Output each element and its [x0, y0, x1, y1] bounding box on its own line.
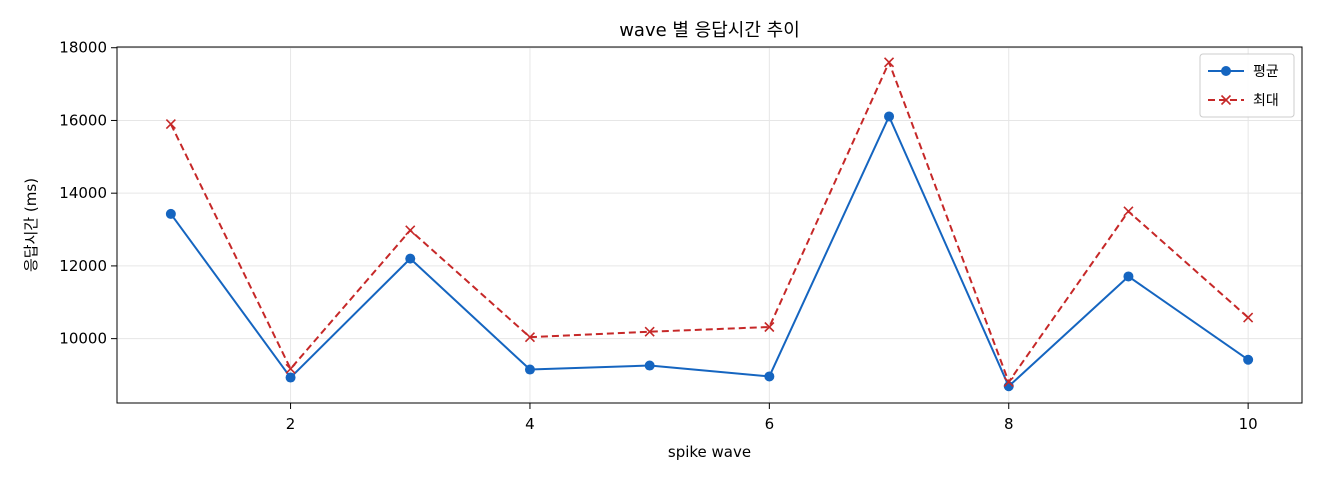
- data-point: [1123, 206, 1134, 217]
- data-point: [764, 321, 775, 333]
- legend-item: 최대: [1208, 93, 1279, 109]
- chart-title: wave 별 응답시간 추이: [619, 20, 800, 41]
- y-tick-label: 18000: [59, 39, 107, 57]
- x-tick-label: 2: [286, 415, 296, 433]
- series-line: [170, 115, 1249, 388]
- data-point: [165, 208, 176, 219]
- y-axis-label: 응답시간 (ms): [22, 178, 40, 272]
- data-point: [764, 371, 775, 382]
- data-point: [884, 111, 895, 122]
- plot-frame: [116, 46, 1303, 404]
- series-line: [169, 61, 1249, 383]
- data-point: [405, 253, 416, 264]
- data-point: [285, 372, 296, 383]
- grid-lines: [117, 47, 1302, 403]
- y-tick-label: 16000: [59, 111, 107, 129]
- data-point: [165, 119, 176, 130]
- series-avg: [165, 111, 1254, 392]
- data-point: [285, 363, 296, 374]
- legend-box: [1199, 53, 1295, 118]
- y-tick-label: 14000: [59, 184, 107, 202]
- x-axis-label: spike wave: [668, 443, 751, 461]
- legend-label: 평균: [1253, 64, 1279, 80]
- data-point: [1123, 271, 1134, 282]
- x-tick-label: 10: [1239, 415, 1258, 433]
- x-tick-label: 4: [525, 415, 535, 433]
- legend-marker: [1220, 94, 1232, 106]
- data-point: [1003, 376, 1014, 387]
- legend-marker: [1221, 66, 1231, 76]
- data-point: [524, 364, 535, 375]
- legend-item: 평균: [1208, 64, 1279, 80]
- x-tick-label: 6: [765, 415, 775, 433]
- y-tick-label: 12000: [59, 257, 107, 275]
- data-point: [883, 57, 895, 68]
- legend-label: 최대: [1253, 93, 1279, 109]
- data-point: [644, 326, 655, 337]
- data-point: [1243, 354, 1254, 365]
- axis-ticks: 2 4 6 8 10 10000 12000 14000 16000 18000: [59, 39, 1257, 433]
- x-tick-label: 8: [1004, 415, 1014, 433]
- y-tick-label: 10000: [59, 330, 107, 348]
- data-point: [644, 360, 655, 371]
- data-point: [1243, 312, 1254, 323]
- series-layer: [165, 57, 1254, 392]
- data-point: [524, 332, 536, 343]
- data-point: [405, 225, 416, 236]
- series-max: [165, 57, 1254, 387]
